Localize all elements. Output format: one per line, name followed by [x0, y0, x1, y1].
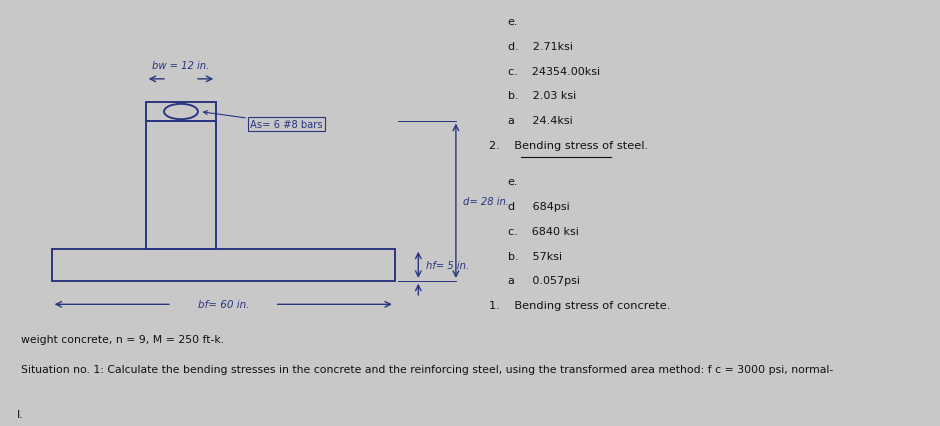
Bar — [146, 103, 216, 121]
Bar — [52, 249, 395, 281]
Text: b.    2.03 ksi: b. 2.03 ksi — [508, 91, 576, 101]
Text: bf= 60 in.: bf= 60 in. — [197, 299, 249, 309]
Text: d     684psi: d 684psi — [508, 201, 570, 211]
Text: 1.    Bending stress of concrete.: 1. Bending stress of concrete. — [489, 300, 670, 310]
Text: I.: I. — [17, 409, 24, 419]
Text: b.    57ksi: b. 57ksi — [508, 251, 562, 261]
Bar — [146, 121, 216, 249]
Text: Situation no. 1: Calculate the bending stresses in the concrete and the reinforc: Situation no. 1: Calculate the bending s… — [21, 364, 833, 374]
Text: d.    2.71ksi: d. 2.71ksi — [508, 42, 572, 52]
Text: weight concrete, n = 9, M = 250 ft-k.: weight concrete, n = 9, M = 250 ft-k. — [21, 334, 224, 344]
Text: e.: e. — [508, 17, 518, 27]
Text: bw = 12 in.: bw = 12 in. — [152, 60, 210, 70]
Text: c.    6840 ksi: c. 6840 ksi — [508, 226, 578, 236]
Text: a     24.4ksi: a 24.4ksi — [508, 116, 572, 126]
Text: hf= 5 in.: hf= 5 in. — [426, 260, 469, 270]
Text: c.    24354.00ksi: c. 24354.00ksi — [508, 66, 600, 76]
Text: 2.    Bending stress of steel.: 2. Bending stress of steel. — [489, 141, 648, 150]
Text: e.: e. — [508, 177, 518, 187]
Text: As= 6 #8 bars: As= 6 #8 bars — [204, 111, 323, 130]
Text: a     0.057psi: a 0.057psi — [508, 276, 580, 285]
Text: d= 28 in.: d= 28 in. — [463, 196, 509, 206]
